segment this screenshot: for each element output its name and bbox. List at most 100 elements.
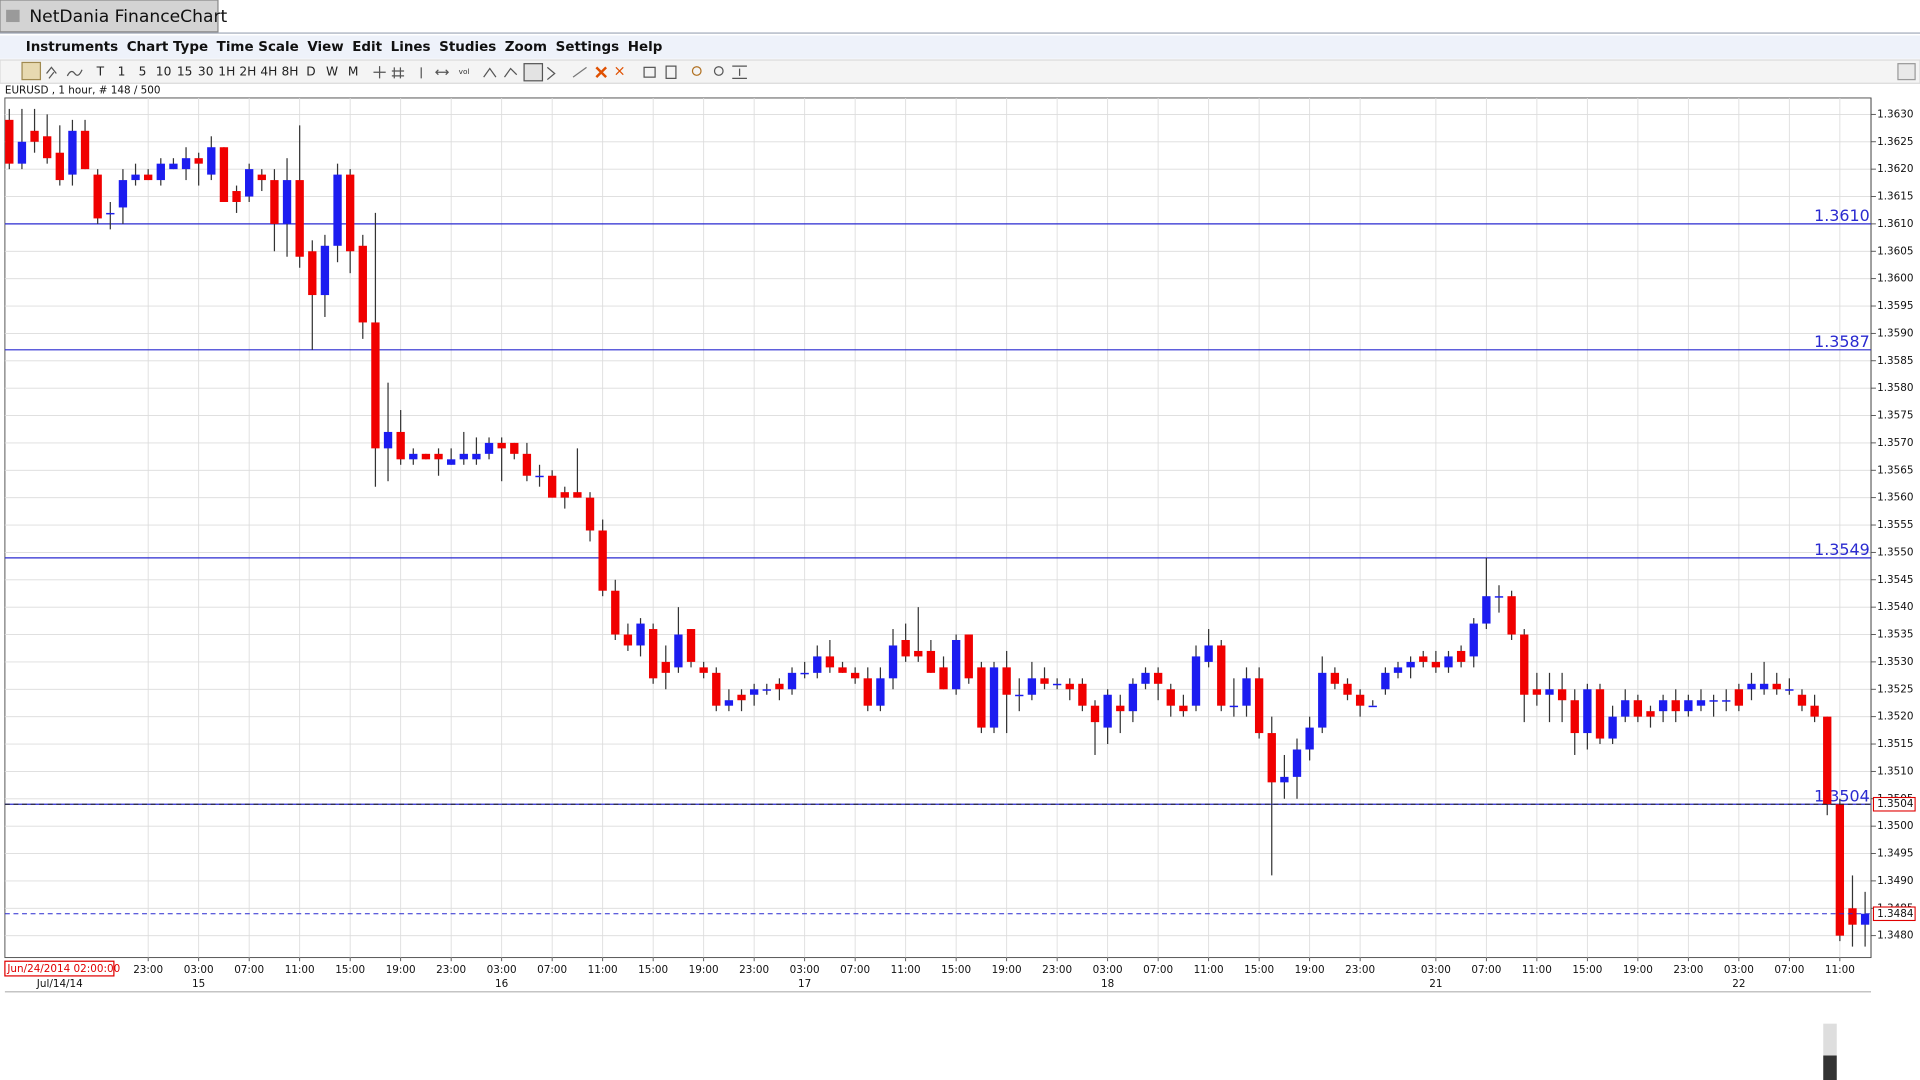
y-tick-label: 1.3630	[1877, 108, 1913, 120]
candle-body	[1494, 596, 1504, 598]
timescale-button[interactable]: 1H	[218, 65, 235, 79]
timescale-button[interactable]: T	[96, 65, 105, 79]
candle-body	[1722, 700, 1731, 702]
x-tick-label: 11:00	[285, 964, 315, 976]
plot-area	[4, 97, 1872, 959]
timescale-button[interactable]: 30	[198, 65, 214, 79]
level-label: 1.3610	[1814, 206, 1870, 225]
menu-item[interactable]: Zoom	[505, 40, 547, 55]
timescale-button[interactable]: D	[306, 65, 315, 79]
date-label: 18	[1101, 978, 1114, 990]
candle-body	[1090, 705, 1100, 723]
icon-grid[interactable]	[391, 67, 405, 79]
candle-body	[1835, 804, 1845, 936]
candle-body	[447, 459, 456, 465]
x-tick-label: 19:00	[992, 964, 1022, 976]
x-tick-label: 15:00	[941, 964, 971, 976]
candle-body	[371, 322, 380, 449]
menu-item[interactable]: View	[307, 40, 343, 55]
candle-body	[661, 661, 670, 673]
icon-fit[interactable]	[732, 65, 747, 79]
candle-body	[1128, 683, 1138, 712]
x-tick-label: 23:00	[133, 964, 163, 976]
icon-candles[interactable]	[523, 63, 544, 82]
candle-body	[1368, 705, 1377, 708]
icon-draw[interactable]	[572, 66, 587, 78]
candle-body	[939, 667, 948, 690]
icon-zoom-out[interactable]	[713, 66, 724, 76]
x-tick-label: 03:00	[184, 964, 214, 976]
candle-body	[838, 667, 847, 673]
candle-body	[1823, 716, 1832, 805]
timescale-button[interactable]: 4H	[260, 65, 277, 79]
y-tick-label: 1.3530	[1877, 656, 1913, 668]
menu-item[interactable]: Studies	[439, 40, 496, 55]
candle-body	[333, 174, 342, 246]
candle-body	[1217, 645, 1226, 706]
y-tick-label: 1.3510	[1877, 765, 1913, 777]
timescale-button[interactable]: 10	[156, 65, 172, 79]
menu-item[interactable]: Help	[628, 40, 663, 55]
icon-cross[interactable]	[373, 66, 386, 79]
menu-item[interactable]: Instruments	[26, 40, 118, 55]
x-tick-label: 11:00	[1194, 964, 1224, 976]
icon-width[interactable]	[435, 69, 450, 76]
icon-line[interactable]	[66, 69, 83, 77]
icon-preview[interactable]	[665, 65, 677, 79]
y-tick-label: 1.3560	[1877, 492, 1913, 504]
candle-body	[1078, 683, 1087, 706]
x-tick-label: 19:00	[386, 964, 416, 976]
candle-body	[320, 245, 330, 296]
timescale-button[interactable]: 2H	[239, 65, 256, 79]
pause-button[interactable]	[21, 61, 42, 81]
y-tick-label: 1.3555	[1877, 519, 1913, 531]
icon-zoom-in[interactable]	[691, 66, 702, 76]
title-tab	[0, 0, 219, 33]
x-tick-label: 15:00	[638, 964, 668, 976]
timescale-button[interactable]: 15	[177, 65, 193, 79]
menu-item[interactable]: Lines	[391, 40, 431, 55]
candle-body	[5, 119, 14, 164]
candle-body	[1444, 656, 1453, 668]
candle-body	[611, 590, 620, 635]
x-tick-label: 23:00	[739, 964, 769, 976]
icon-delete-all[interactable]	[615, 66, 624, 76]
icon-cursor[interactable]	[546, 66, 556, 81]
timescale-button[interactable]: 1	[118, 65, 126, 79]
menu-item[interactable]: Chart Type	[127, 40, 208, 55]
x-tick-label: 07:00	[840, 964, 870, 976]
scrollbar-thumb[interactable]	[1823, 1055, 1837, 1080]
candle-body	[724, 700, 734, 706]
x-tick-label: 19:00	[689, 964, 719, 976]
menu-item[interactable]: Edit	[352, 40, 382, 55]
icon-delete[interactable]	[595, 66, 607, 79]
candle-body	[434, 453, 443, 460]
timescale-button[interactable]: M	[348, 65, 359, 79]
x-tick-label: 11:00	[1825, 964, 1855, 976]
candle-body	[598, 530, 607, 591]
y-tick-label: 1.3570	[1877, 437, 1913, 449]
candle-body	[1545, 689, 1554, 695]
menu-item[interactable]: Time Scale	[217, 40, 299, 55]
timescale-button[interactable]: 8H	[281, 65, 298, 79]
candle-body	[484, 442, 494, 454]
candle-body	[232, 191, 241, 202]
icon-arrows[interactable]	[46, 66, 57, 79]
candle-body	[1696, 700, 1706, 706]
timescale-button[interactable]: 5	[139, 65, 147, 79]
x-tick-label: 11:00	[891, 964, 921, 976]
x-tick-label: 23:00	[1042, 964, 1072, 976]
panel-button[interactable]	[1897, 63, 1916, 81]
candle-body	[1570, 700, 1579, 734]
candle-body	[169, 163, 178, 170]
date-label: 17	[798, 978, 811, 990]
icon-trend[interactable]	[483, 67, 518, 78]
candle-body	[1747, 683, 1756, 690]
candle-body	[623, 634, 633, 646]
menu-item[interactable]: Settings	[556, 40, 620, 55]
candle-body	[1431, 661, 1441, 668]
candle-body	[1280, 776, 1289, 783]
timescale-button[interactable]: W	[326, 65, 338, 79]
cursor-time-box	[4, 960, 115, 977]
icon-print[interactable]	[643, 66, 656, 78]
